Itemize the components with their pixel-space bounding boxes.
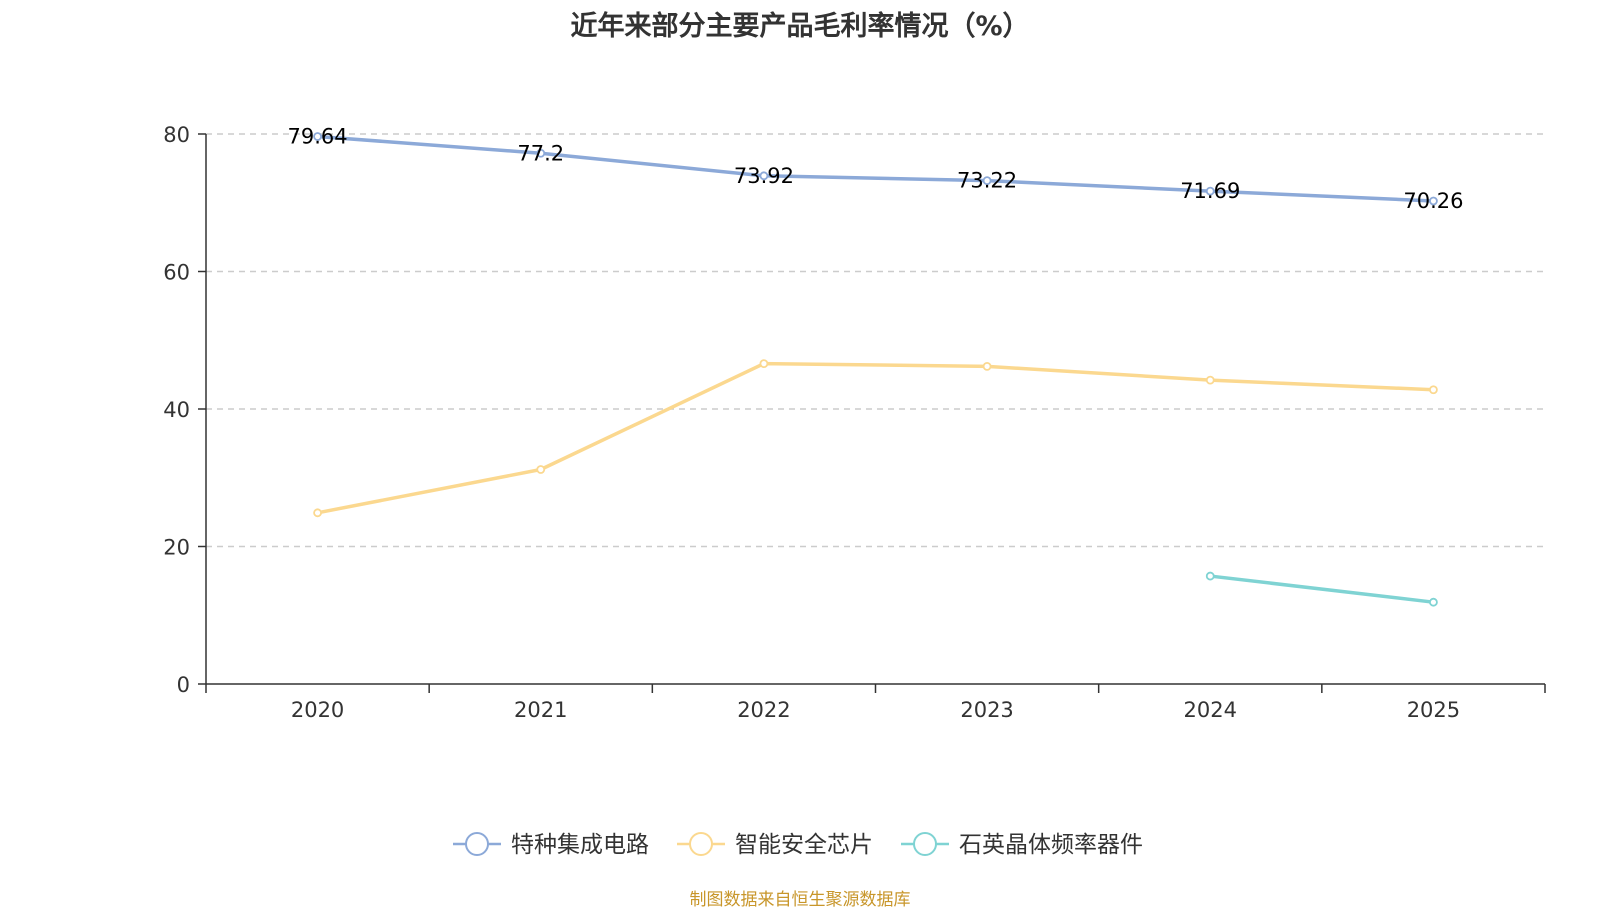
legend-item-0[interactable]: 特种集成电路 (453, 832, 649, 858)
data-point[interactable] (1429, 385, 1438, 395)
data-label: 73.22 (957, 169, 1017, 193)
legend-item-1[interactable]: 智能安全芯片 (677, 832, 873, 858)
grid-lines (206, 133, 1545, 548)
data-point[interactable] (536, 148, 546, 158)
data-label: 71.69 (1180, 179, 1240, 203)
data-point[interactable] (759, 359, 769, 369)
chart-title: 近年来部分主要产品毛利率情况（%） (570, 11, 1030, 42)
axes: 0 20 40 60 80 2020 2021 2022 2023 2024 2025 (163, 123, 1546, 722)
data-point[interactable] (313, 132, 322, 141)
data-point[interactable] (1205, 571, 1215, 581)
series-line-0 (315, 134, 1436, 203)
data-point[interactable] (759, 171, 769, 181)
x-tick-label: 2025 (1407, 698, 1460, 722)
legend-marker (913, 832, 937, 856)
x-tick-label: 2022 (737, 698, 790, 722)
y-tick-label: 80 (163, 123, 190, 147)
source-note: 制图数据来自恒生聚源数据库 (689, 890, 911, 910)
legend-marker (689, 832, 713, 856)
data-label: 79.64 (288, 124, 348, 148)
data-labels: 79.64 77.2 73.92 73.22 71.69 70.26 (288, 124, 1464, 212)
x-tick-label: 2021 (514, 698, 567, 722)
legend-marker (465, 832, 489, 856)
data-point[interactable] (1429, 597, 1438, 607)
x-tick-label: 2023 (960, 698, 1013, 722)
legend[interactable]: 特种集成电路 智能安全芯片 石英晶体频率器件 (453, 832, 1143, 858)
y-tick-label: 20 (163, 536, 190, 560)
series-line-1 (315, 361, 1436, 515)
data-point[interactable] (313, 508, 322, 518)
legend-label: 智能安全芯片 (735, 832, 873, 858)
legend-item-2[interactable]: 石英晶体频率器件 (901, 832, 1143, 858)
data-point[interactable] (982, 361, 992, 371)
legend-label: 特种集成电路 (511, 832, 649, 858)
data-label: 70.26 (1403, 189, 1463, 213)
data-point[interactable] (1429, 196, 1438, 206)
y-tick-label: 40 (163, 398, 190, 422)
series-lines (313, 132, 1438, 607)
x-tick-label: 2024 (1184, 698, 1237, 722)
x-tick-label: 2020 (291, 698, 344, 722)
data-label: 77.2 (517, 141, 564, 165)
legend-label: 石英晶体频率器件 (959, 832, 1143, 858)
series-line-2 (1208, 574, 1436, 604)
data-point[interactable] (982, 176, 992, 186)
data-label: 73.92 (734, 164, 794, 188)
data-point[interactable] (536, 465, 546, 474)
data-point[interactable] (1205, 186, 1215, 196)
y-tick-label: 60 (163, 261, 190, 285)
data-point[interactable] (1205, 375, 1215, 385)
y-tick-label: 0 (177, 673, 190, 697)
